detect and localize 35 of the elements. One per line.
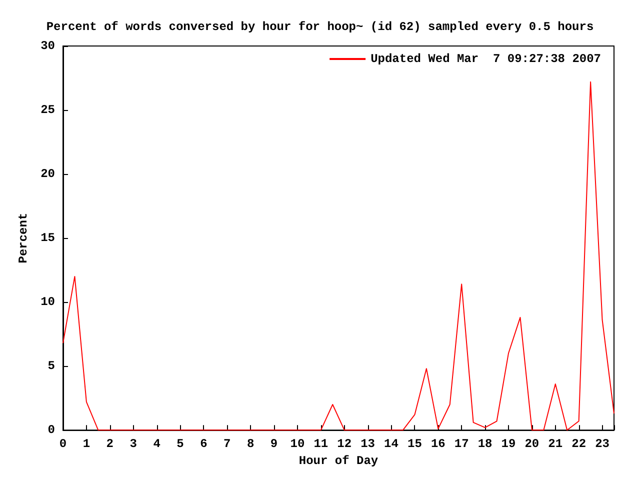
y-tick-label: 15 <box>40 231 55 246</box>
x-tick-label: 10 <box>290 437 305 452</box>
y-tick-label: 10 <box>40 295 55 310</box>
x-tick-label: 5 <box>176 437 184 452</box>
x-tick-label: 9 <box>270 437 278 452</box>
x-tick-label: 4 <box>153 437 160 452</box>
x-tick-label: 13 <box>360 437 376 452</box>
x-tick-label: 14 <box>384 437 398 452</box>
x-tick-label: 23 <box>595 437 610 452</box>
y-tick-label: 0 <box>48 423 55 438</box>
x-tick-label: 17 <box>454 437 469 452</box>
y-axis-title: Percent <box>16 212 31 264</box>
x-tick-label: 21 <box>548 437 563 452</box>
chart-title: Percent of words conversed by hour for hoop~ (id 62) sampled every 0.5 hours <box>46 20 594 34</box>
y-tick-label: 25 <box>40 103 55 118</box>
x-tick-label: 18 <box>478 437 492 452</box>
legend-label: Updated Wed Mar 7 09:27:38 2007 <box>370 52 601 66</box>
x-tick-label: 1 <box>82 437 90 452</box>
x-tick-label: 11 <box>314 437 328 452</box>
x-tick-label: 0 <box>59 437 67 452</box>
x-tick-label: 7 <box>224 437 231 452</box>
x-tick-label: 22 <box>572 437 586 452</box>
x-tick-label: 19 <box>501 437 516 452</box>
x-tick-label: 8 <box>246 437 254 452</box>
y-tick-label: 5 <box>48 359 55 374</box>
x-tick-label: 16 <box>430 437 446 452</box>
x-tick-label: 3 <box>130 437 137 452</box>
y-tick-label: 30 <box>40 39 55 53</box>
x-tick-label: 15 <box>408 437 422 452</box>
x-tick-label: 6 <box>200 437 208 452</box>
x-tick-label: 12 <box>337 437 352 452</box>
x-tick-label: 20 <box>524 437 540 452</box>
y-tick-label: 20 <box>40 167 55 182</box>
x-tick-label: 2 <box>106 437 114 452</box>
x-axis-title: Hour of Day <box>298 454 378 468</box>
